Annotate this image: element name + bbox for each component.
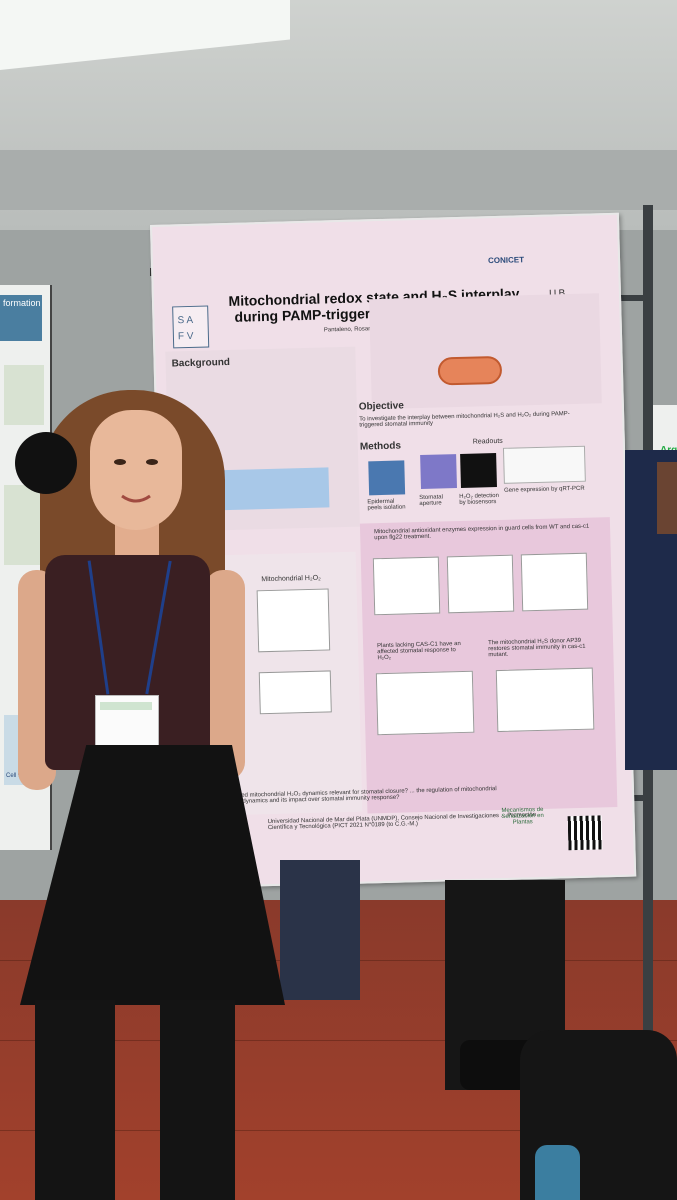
svg-text:S A: S A (177, 315, 193, 326)
safv-logo: S A F V (172, 305, 210, 349)
presenter-face (90, 410, 182, 530)
left-poster-figure (4, 485, 44, 565)
method-label: Gene expression by qRT-PCR (504, 485, 585, 494)
results-section: Mitochondrial antioxidant enzymes expres… (359, 517, 618, 814)
mitochondrion-illustration (437, 355, 503, 386)
plot-title: Mitochondrial H₂O₂ (261, 574, 321, 584)
method-label: H₂O₂ detection by biosensors (459, 492, 499, 506)
background-figure (218, 467, 330, 511)
boxplot-chart (258, 670, 332, 715)
epidermal-peel-image (368, 460, 406, 496)
boxplot-chart (256, 588, 331, 653)
readouts-label: Readouts (472, 437, 503, 446)
ceiling-beam (0, 150, 677, 210)
biosensor-image (460, 453, 497, 488)
boxplot-chart (372, 556, 441, 616)
background-person-legs (280, 860, 360, 1000)
objective-text: To investigate the interplay between mit… (359, 411, 570, 429)
signaling-mechanisms-logo: Mecanismos de Señalización en Plantas (501, 806, 544, 826)
background-heading: Background (171, 356, 231, 370)
methods-heading: Methods (359, 440, 402, 453)
result-3-title: Plants lacking CAS-C1 have an affected s… (377, 641, 461, 662)
method-label: Stomatal aperture (419, 494, 443, 508)
boxplot-chart (446, 554, 515, 614)
easel-arm (612, 295, 647, 301)
qpcr-curve-image (502, 445, 586, 484)
stomata-image (420, 454, 457, 489)
camera-lens (15, 432, 77, 494)
person-face (657, 462, 677, 534)
left-poster-figure (4, 365, 44, 425)
boxplot-chart (495, 667, 595, 733)
boxplot-chart (520, 552, 589, 612)
method-label: Epidermal peels isolation (367, 498, 406, 512)
result-2-title: Mitochondrial antioxidant enzymes expres… (374, 523, 590, 542)
left-poster-label: Cell wall (6, 773, 29, 779)
presenter-leg (160, 1000, 235, 1200)
result-4-title: The mitochondrial H₂S donor AP39 restore… (487, 637, 586, 659)
objective-heading: Objective (358, 400, 404, 413)
conicet-logo: CONICET (487, 255, 525, 266)
svg-text:F V: F V (178, 331, 194, 342)
water-bottle (535, 1145, 580, 1200)
presenter-leg (35, 1000, 115, 1200)
qr-code (567, 815, 603, 851)
left-poster-header: formation (0, 295, 42, 341)
intro-section (369, 293, 602, 410)
boxplot-chart (375, 670, 475, 736)
